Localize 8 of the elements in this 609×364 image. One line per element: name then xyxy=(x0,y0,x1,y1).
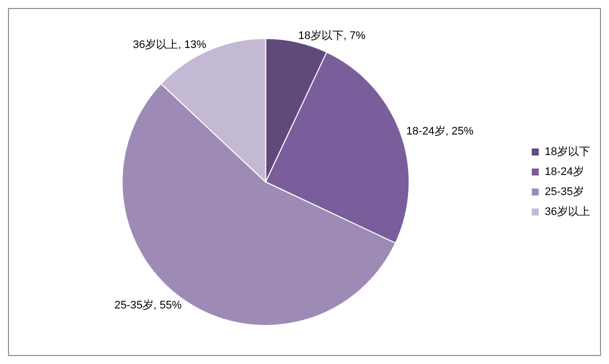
legend-label: 18岁以下 xyxy=(544,145,590,158)
data-label: 36岁以上, 13% xyxy=(132,38,206,51)
data-label: 18岁以下, 7% xyxy=(298,29,366,42)
data-label: 25-35岁, 55% xyxy=(114,300,182,312)
legend-label: 36岁以上 xyxy=(544,205,590,218)
data-label: 18-24岁, 25% xyxy=(406,125,474,138)
legend-label: 18-24岁 xyxy=(544,166,584,178)
legend-label: 25-35岁 xyxy=(544,186,584,198)
